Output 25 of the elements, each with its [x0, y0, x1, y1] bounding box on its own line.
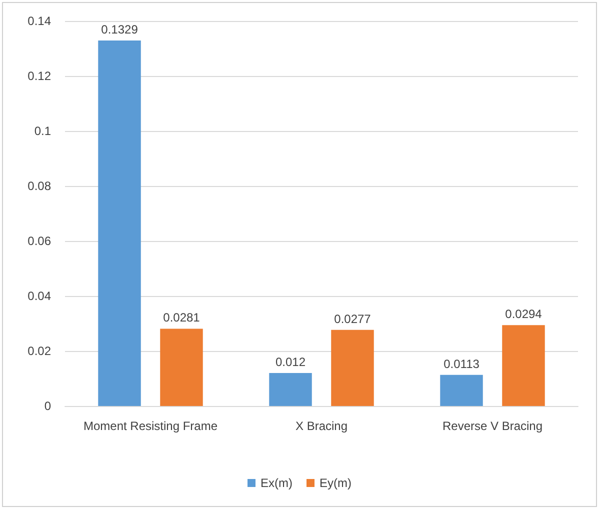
y-tick-label: 0.04 [28, 289, 52, 303]
data-label: 0.0277 [334, 312, 372, 326]
y-tick-label: 0 [44, 399, 52, 413]
bar [98, 40, 141, 406]
bar [269, 373, 312, 406]
bar [331, 330, 374, 406]
x-tick-label: Moment Resisting Frame [83, 419, 218, 433]
y-tick-label: 0.06 [28, 234, 52, 248]
data-label: 0.0113 [444, 356, 480, 371]
y-tick-label: 0.02 [28, 344, 52, 358]
data-label: 0.0294 [505, 307, 542, 322]
bar [160, 328, 203, 406]
y-tick-label: 0.1 [34, 124, 52, 138]
data-label: 0.012 [275, 355, 306, 369]
data-label: 0.0281 [163, 310, 200, 325]
data-label: 0.1329 [101, 22, 138, 37]
bar [440, 374, 483, 406]
x-tick-label: X Bracing [295, 419, 348, 433]
legend-label: Ey(m) [320, 476, 352, 490]
bar [502, 325, 545, 406]
y-tick-label: 0.08 [28, 179, 52, 193]
legend-label: Ex(m) [260, 476, 293, 490]
x-tick-label: Reverse V Bracing [442, 419, 543, 433]
y-tick-label: 0.14 [28, 14, 52, 28]
y-tick-label: 0.12 [28, 69, 52, 83]
